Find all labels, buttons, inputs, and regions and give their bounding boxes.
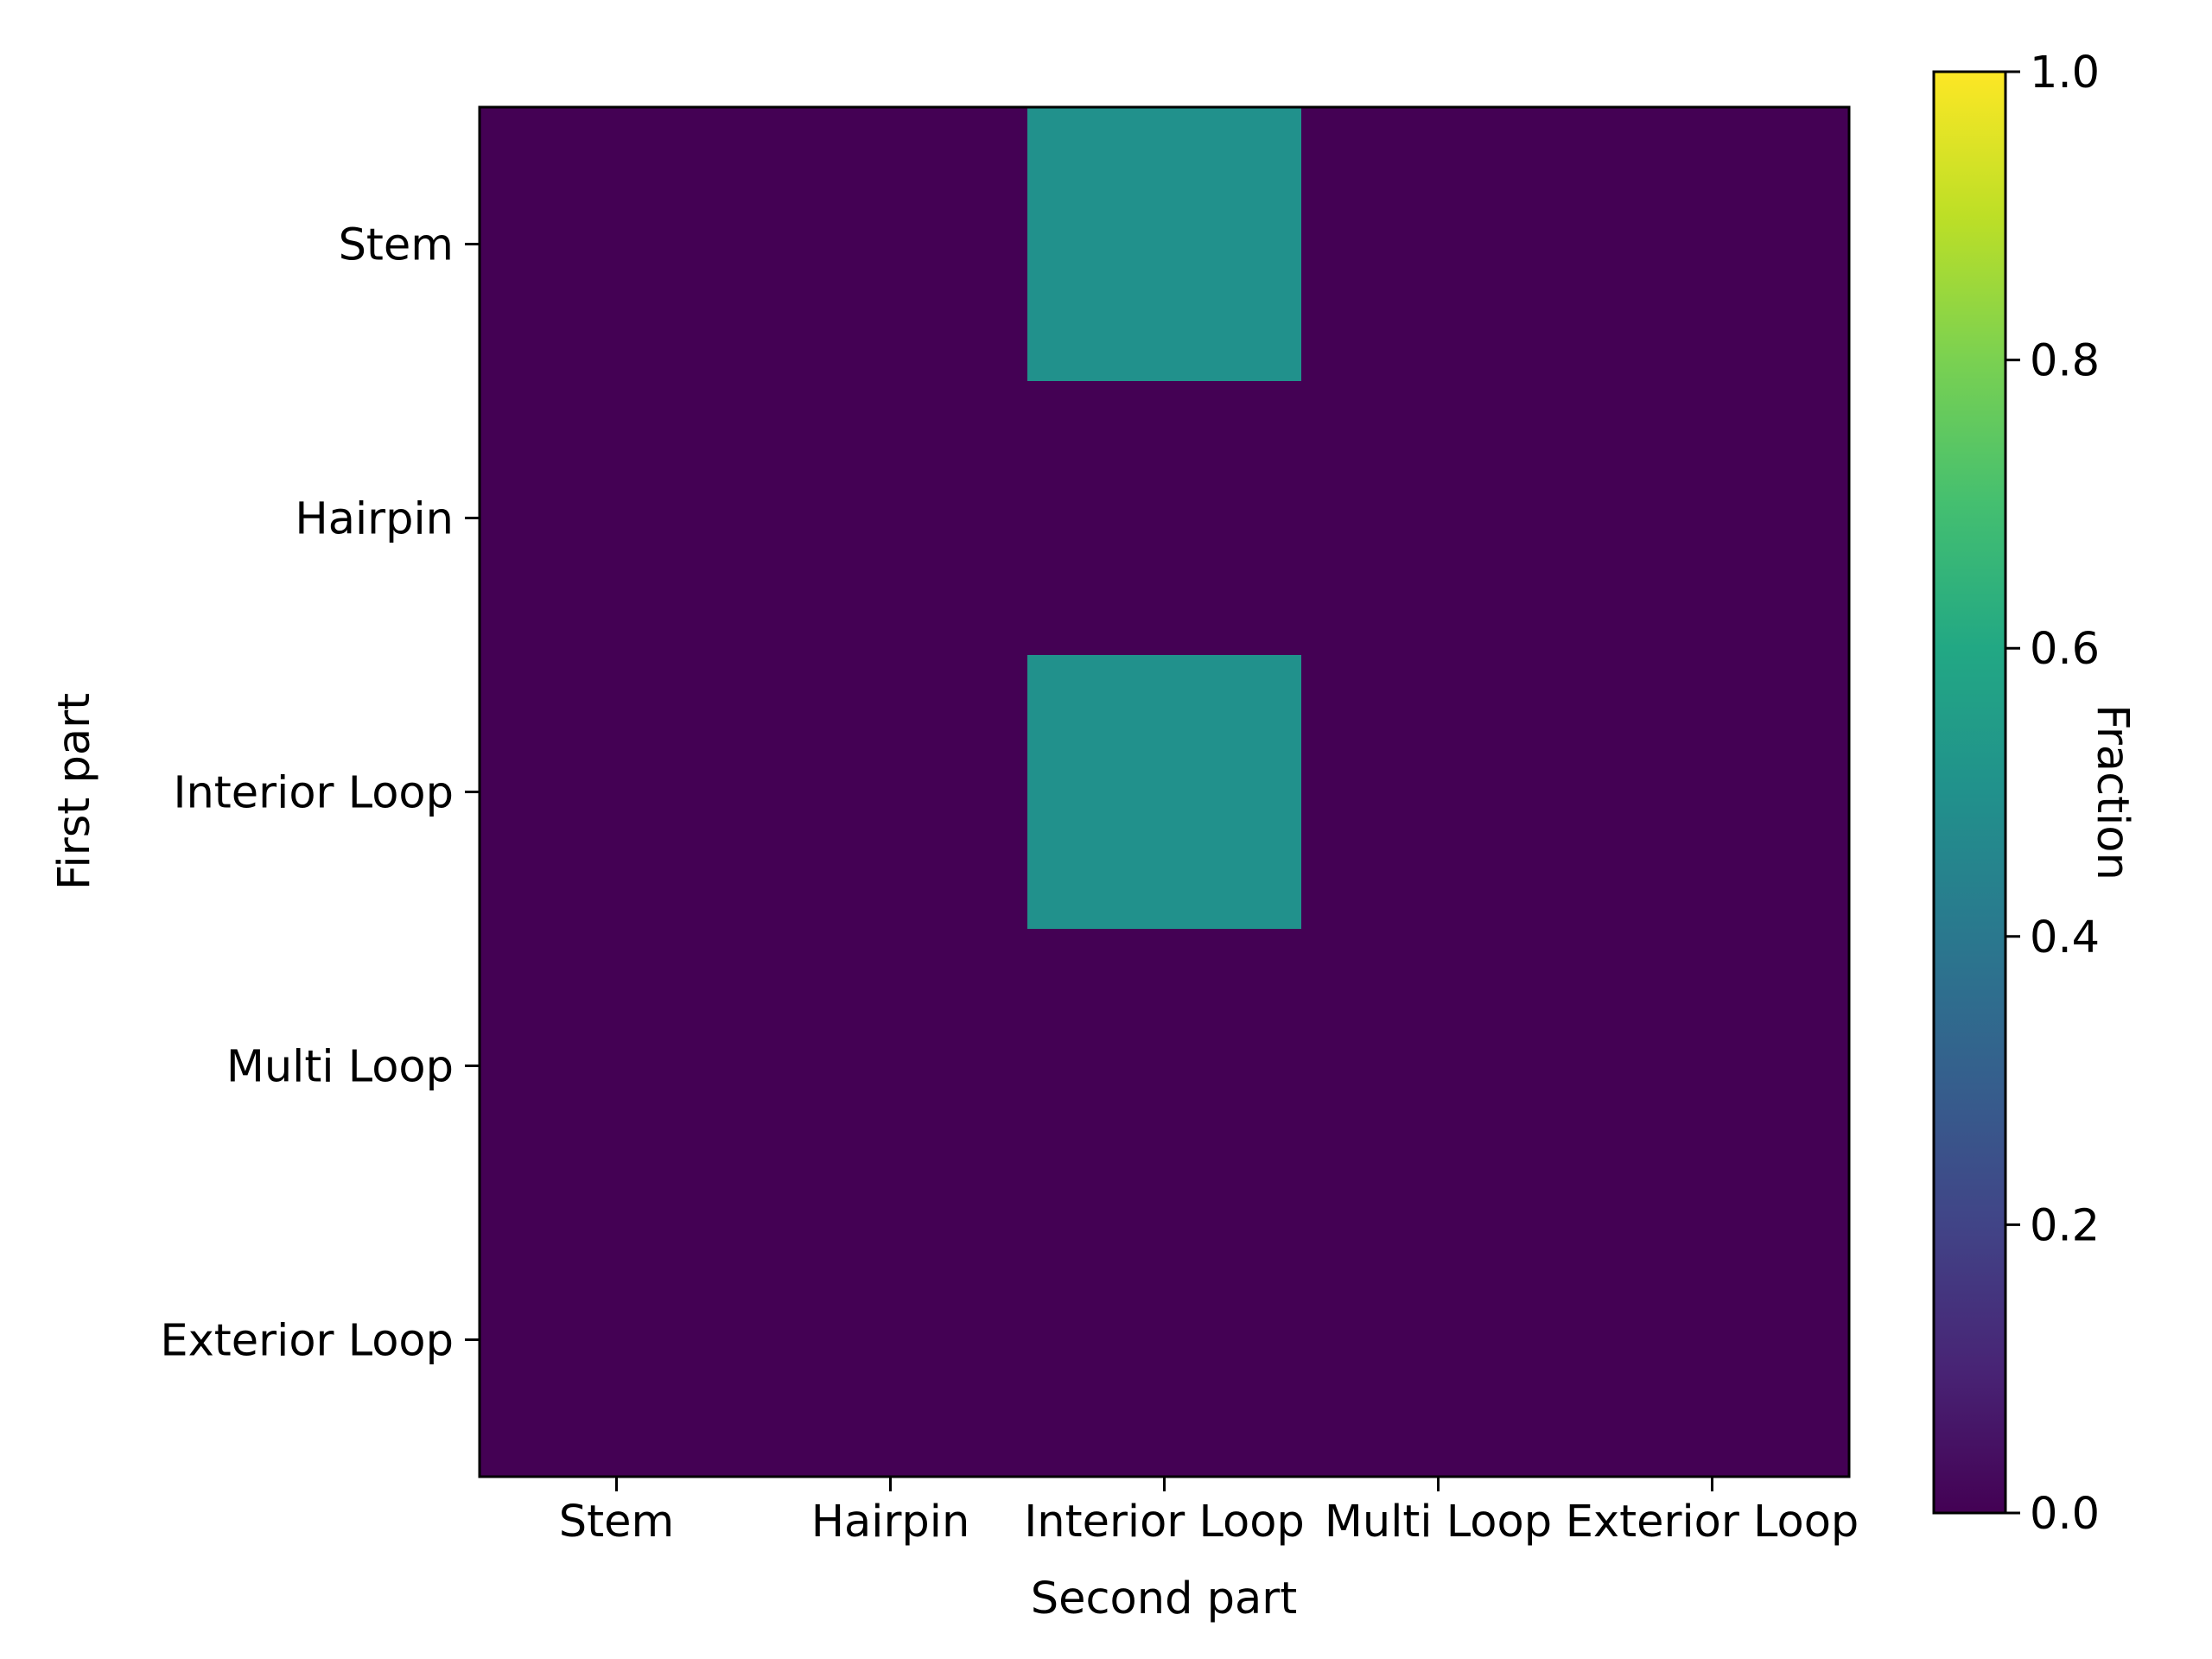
heatmap-cell <box>1575 1203 1850 1478</box>
colorbar <box>1932 70 2007 1515</box>
colorbar-tick-label: 0.8 <box>2030 336 2100 387</box>
x-axis-ticks: Stem Hairpin Interior Loop Multi Loop Exteri… <box>559 1477 1859 1548</box>
y-axis-ticks: Stem Hairpin Interior Loop Multi Loop Exteri… <box>160 220 480 1367</box>
colorbar-title: Fraction <box>2087 704 2138 880</box>
heatmap-cell <box>1027 381 1302 656</box>
x-tick-label: Exterior Loop <box>1566 1497 1859 1548</box>
y-tick-label: Interior Loop <box>173 768 454 819</box>
colorbar-tick-label: 0.2 <box>2030 1200 2100 1251</box>
y-tick-label: Hairpin <box>295 494 454 545</box>
heatmap-cell <box>1301 1203 1576 1478</box>
x-tick-label: Hairpin <box>811 1497 970 1548</box>
heatmap-cell <box>1027 929 1302 1204</box>
heatmap-cell <box>480 655 754 930</box>
colorbar-tick-label: 0.4 <box>2030 912 2100 963</box>
heatmap-cell <box>1575 929 1850 1204</box>
heatmap-cell <box>480 381 754 656</box>
x-tick-label: Interior Loop <box>1024 1497 1305 1548</box>
heatmap-cell <box>753 107 1028 382</box>
heatmap-cell <box>1301 929 1576 1204</box>
x-axis-title: Second part <box>1031 1573 1298 1624</box>
y-tick-label: Stem <box>339 220 454 271</box>
heatmap-cell <box>1301 107 1576 382</box>
heatmap-cell <box>753 1203 1028 1478</box>
colorbar-tick-label: 1.0 <box>2030 48 2100 99</box>
heatmap-cell <box>1575 381 1850 656</box>
heatmap-cells <box>480 107 1850 1478</box>
heatmap-cell <box>753 381 1028 656</box>
y-tick-label: Multi Loop <box>226 1042 454 1093</box>
heatmap-cell <box>753 655 1028 930</box>
colorbar-tick-label: 0.6 <box>2030 624 2100 675</box>
heatmap-cell <box>480 1203 754 1478</box>
heatmap-cell <box>1027 107 1302 382</box>
heatmap-cell <box>1575 107 1850 382</box>
y-tick-label: Exterior Loop <box>160 1316 454 1367</box>
heatmap-cell <box>1027 655 1302 930</box>
heatmap-cell <box>480 929 754 1204</box>
heatmap-cell <box>480 107 754 382</box>
heatmap-cell <box>1027 1203 1302 1478</box>
heatmap-cell <box>753 929 1028 1204</box>
y-axis-title: First part <box>49 693 100 890</box>
heatmap-cell <box>1301 655 1576 930</box>
x-tick-label: Multi Loop <box>1325 1497 1552 1548</box>
colorbar-ticks: 0.0 0.2 0.4 0.6 0.8 1.0 <box>2005 48 2100 1540</box>
heatmap-cell <box>1301 381 1576 656</box>
heatmap-cell <box>1575 655 1850 930</box>
colorbar-tick-label: 0.0 <box>2030 1489 2100 1540</box>
x-tick-label: Stem <box>559 1497 674 1548</box>
